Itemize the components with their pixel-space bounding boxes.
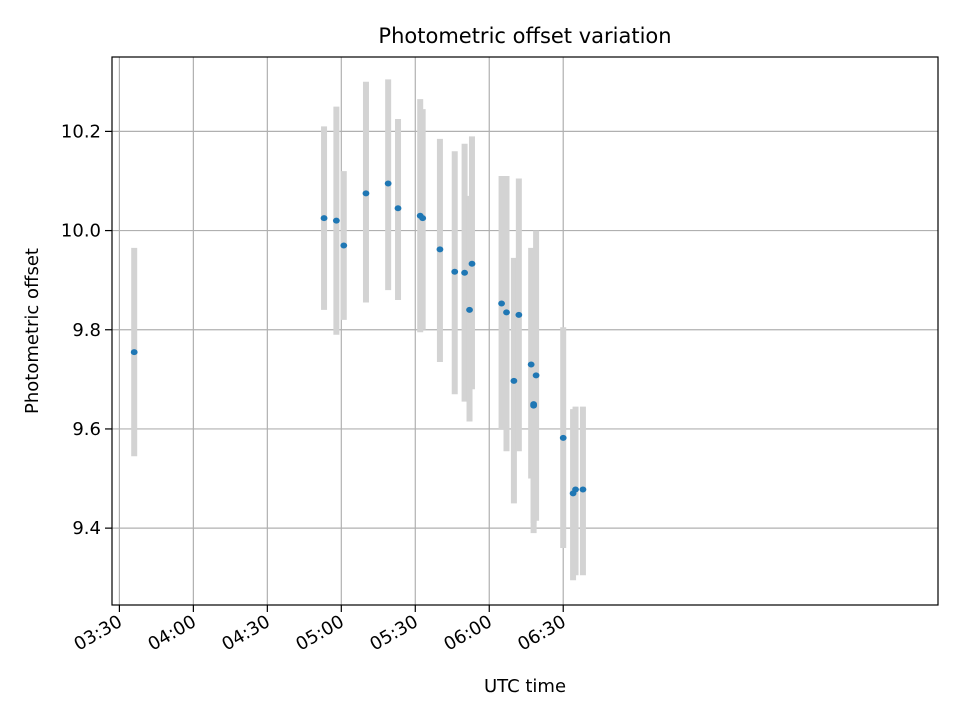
data-point [436,246,444,253]
data-point [340,242,348,249]
data-point [515,311,523,318]
x-axis-label: UTC time [484,676,566,697]
y-tick-label: 10.0 [61,221,101,242]
y-axis-label: Photometric offset [22,248,43,414]
chart-title: Photometric offset variation [378,24,671,48]
y-tick-label: 9.4 [72,518,101,539]
y-tick-label: 10.2 [61,121,101,142]
data-point [498,300,505,307]
data-point [419,215,427,222]
data-point [503,309,510,316]
plot-frame [111,56,939,606]
data-point [320,215,328,222]
data-point [384,180,392,187]
data-point [468,260,476,267]
data-point [530,402,538,409]
data-point [559,434,567,441]
y-tick-label: 9.6 [72,419,101,440]
data-point [510,377,518,384]
data-point [579,486,587,493]
data-point [362,190,370,197]
data-point [466,306,473,313]
data-point [332,217,340,224]
data-point [527,361,535,368]
grid [112,57,938,605]
data-point [532,372,540,379]
data-point [451,268,459,275]
data-point [572,486,579,493]
data-point [394,205,402,212]
y-axis: 9.4 9.6 9.8 10.0 10.2 [61,121,112,539]
data-point [461,269,468,276]
data-point [130,349,138,356]
y-tick-label: 9.8 [72,320,101,341]
data-points [130,180,587,497]
